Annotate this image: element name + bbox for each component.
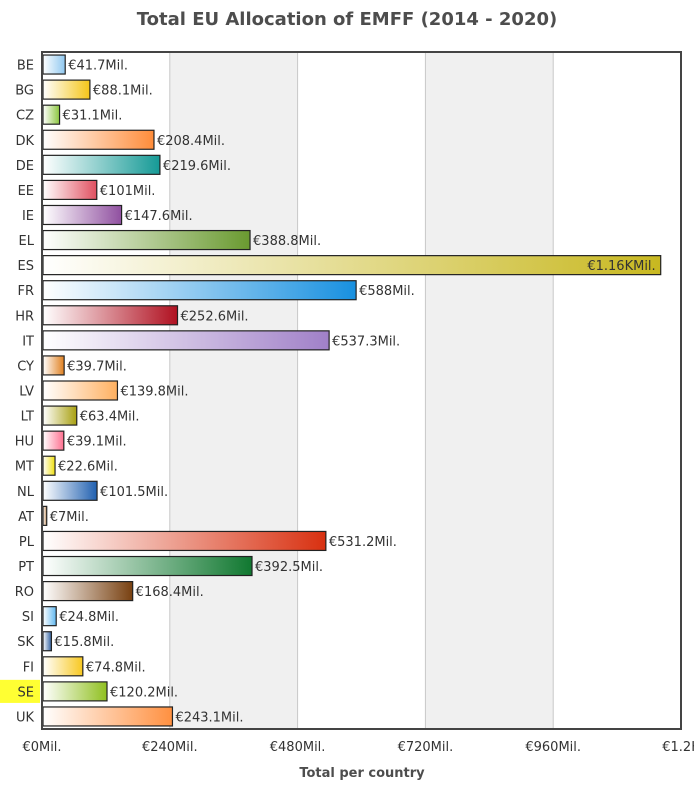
bar (42, 706, 174, 727)
category-label: AT (18, 510, 34, 525)
category-label: NL (17, 485, 35, 500)
bar (42, 355, 65, 376)
category-label: DK (15, 134, 34, 149)
data-label: €101Mil. (100, 184, 156, 199)
bar (42, 455, 56, 476)
bar (42, 79, 91, 100)
bar (42, 104, 61, 125)
category-label: BG (15, 84, 34, 99)
bar (42, 54, 66, 75)
x-tick-label: €720Mil. (398, 740, 454, 755)
data-label: €41.7Mil. (68, 59, 128, 74)
bar (42, 154, 161, 175)
data-label: €24.8Mil. (59, 610, 119, 625)
data-label: €252.6Mil. (181, 309, 249, 324)
data-label: €15.8Mil. (54, 635, 114, 650)
data-label: €388.8Mil. (253, 234, 321, 249)
bar (42, 530, 327, 552)
category-label: RO (15, 585, 34, 600)
data-label: €392.5Mil. (255, 560, 323, 575)
x-tick-label: €960Mil. (525, 740, 581, 755)
data-label: €7Mil. (50, 510, 89, 525)
data-label: €1.16KMil. (587, 259, 655, 274)
data-label: €168.4Mil. (136, 585, 204, 600)
category-label: MT (15, 460, 34, 475)
category-label: FR (17, 284, 34, 299)
x-tick-label: €1.2K (662, 740, 694, 755)
bar (42, 179, 98, 201)
bar (42, 480, 98, 501)
data-label: €22.6Mil. (58, 460, 118, 475)
data-label: €101.5Mil. (100, 485, 168, 500)
plot-frame (41, 51, 682, 730)
data-label: €88.1Mil. (93, 84, 153, 99)
data-label: €208.4Mil. (157, 134, 225, 149)
bar (42, 631, 53, 652)
bar (42, 229, 251, 251)
grid-band (425, 52, 554, 729)
category-label: BE (17, 59, 34, 74)
x-axis-title: Total per country (299, 766, 425, 781)
category-label: HR (15, 309, 34, 324)
data-label: €147.6Mil. (125, 209, 193, 224)
category-label: DE (16, 159, 34, 174)
category-label: IE (22, 209, 34, 224)
category-label: SI (22, 610, 34, 625)
bar (42, 580, 134, 602)
category-label: EL (19, 234, 35, 249)
category-label: UK (16, 710, 35, 725)
category-label: EE (18, 184, 34, 199)
chart-title: Total EU Allocation of EMFF (2014 - 2020… (136, 9, 558, 30)
bar (42, 129, 155, 150)
category-label: LT (21, 410, 34, 425)
data-label: €120.2Mil. (110, 685, 178, 700)
x-tick-label: €0Mil. (22, 740, 61, 755)
data-label: €531.2Mil. (329, 535, 397, 550)
bar (42, 305, 179, 326)
data-label: €243.1Mil. (175, 710, 243, 725)
bar (42, 330, 330, 351)
data-label: €39.1Mil. (67, 435, 127, 450)
bar (42, 405, 78, 426)
bar (42, 681, 108, 702)
category-highlight (0, 679, 40, 703)
bar (42, 606, 57, 627)
data-label: €31.1Mil. (63, 109, 123, 124)
grid-band (169, 52, 298, 729)
x-tick-label: €480Mil. (270, 740, 326, 755)
bar (42, 505, 48, 526)
category-label: FI (23, 660, 34, 675)
category-label: PT (18, 560, 34, 575)
category-label: IT (22, 334, 34, 349)
data-label: €74.8Mil. (86, 660, 146, 675)
bar (42, 255, 662, 276)
category-label: CZ (16, 109, 34, 124)
category-label: SK (17, 635, 34, 650)
category-label: PL (19, 535, 35, 550)
category-label: LV (19, 385, 34, 400)
bar (42, 555, 253, 577)
data-label: €219.6Mil. (163, 159, 231, 174)
category-label: SE (18, 685, 34, 700)
category-label: HU (15, 435, 34, 450)
bar (42, 380, 119, 401)
bar (42, 280, 357, 301)
data-label: €39.7Mil. (67, 359, 127, 374)
x-tick-label: €240Mil. (142, 740, 198, 755)
data-label: €588Mil. (359, 284, 415, 299)
bar (42, 430, 65, 451)
category-label: ES (18, 259, 34, 274)
data-label: €139.8Mil. (120, 385, 188, 400)
data-label: €537.3Mil. (332, 334, 400, 349)
bar (42, 656, 84, 677)
category-label: CY (17, 359, 34, 374)
data-label: €63.4Mil. (80, 410, 140, 425)
bar (42, 204, 123, 226)
